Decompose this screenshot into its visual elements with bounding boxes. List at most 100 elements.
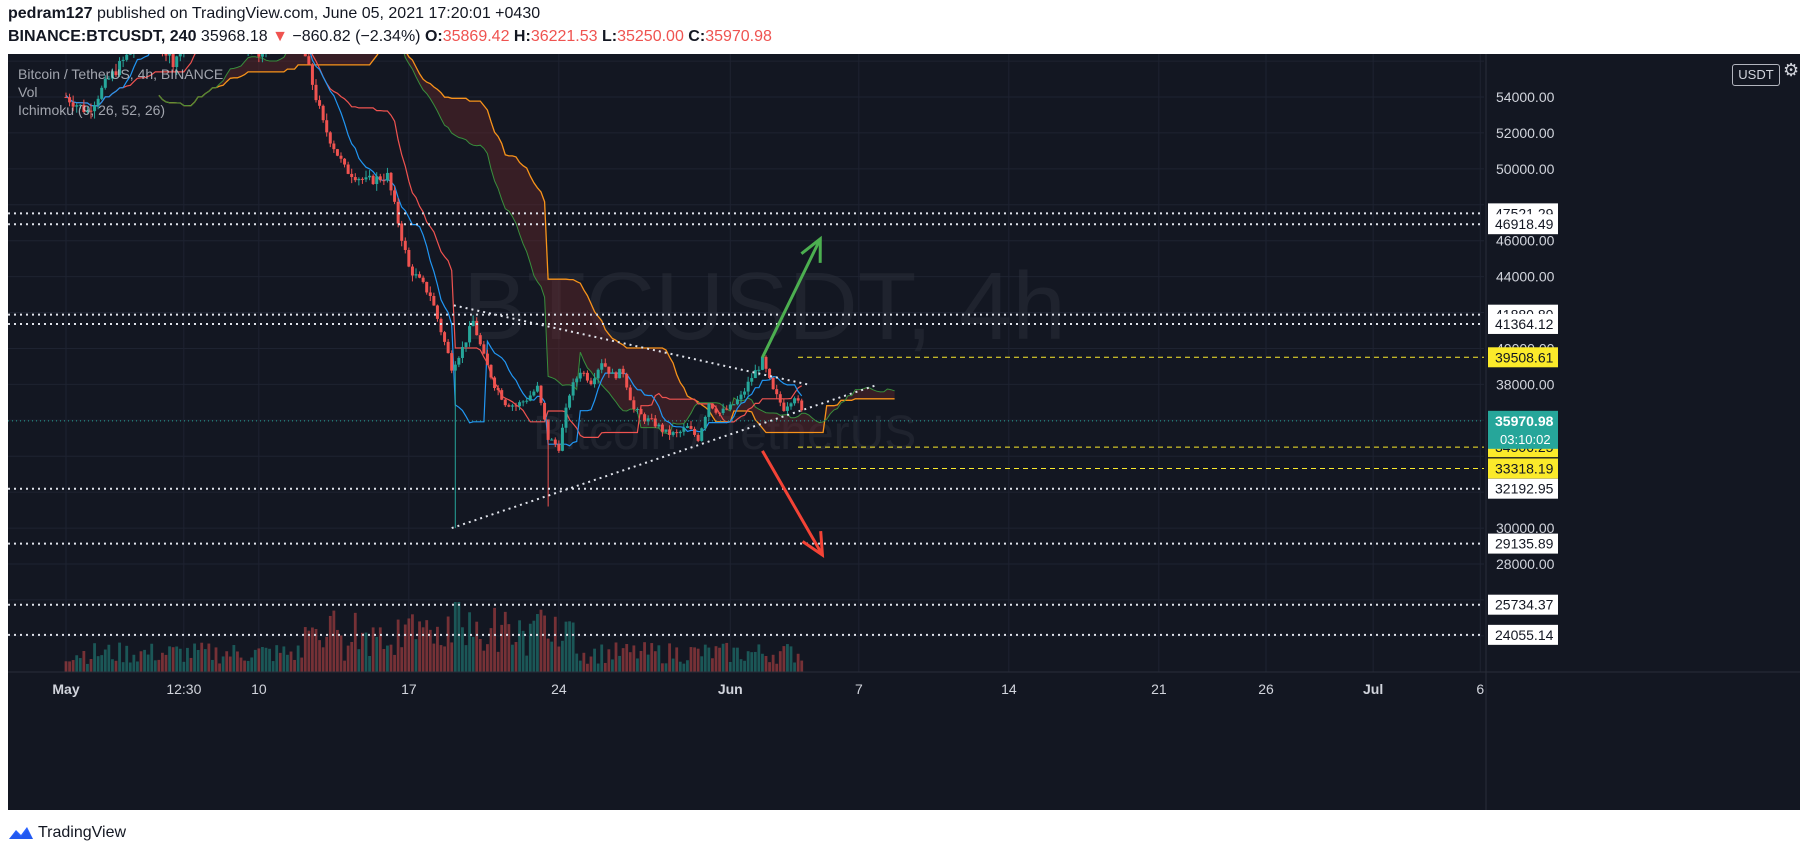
volume-bar [271, 661, 275, 672]
candle-body [314, 84, 318, 101]
volume-bar [564, 621, 568, 672]
arrow-up-line[interactable] [761, 238, 822, 359]
close-value: 35970.98 [705, 28, 772, 45]
x-tick-label: 21 [1151, 681, 1167, 697]
volume-bar [746, 651, 750, 672]
price-chart[interactable]: BTCUSDT, 4h Bitcoin / TetherUS 28000.00 300… [8, 54, 1800, 810]
volume-bar [218, 663, 221, 672]
candle-body [110, 71, 114, 79]
legend-ichimoku[interactable]: Ichimoku (9, 26, 52, 26) [18, 102, 166, 118]
candle-body [500, 390, 504, 400]
volume-bar [296, 645, 300, 672]
volume-bar [336, 629, 339, 672]
volume-bar [464, 645, 468, 672]
candle-body [635, 408, 639, 410]
candle-body [103, 78, 107, 88]
volume-bar [100, 655, 104, 672]
y-tick-label: 52000.00 [1496, 125, 1555, 141]
arrow-down-line[interactable] [761, 450, 824, 556]
candle-body [78, 104, 82, 106]
tradingview-logo-icon [9, 827, 33, 839]
candle-body [657, 424, 661, 427]
level-tag[interactable] [1488, 313, 1558, 334]
author-name[interactable]: pedram127 [8, 5, 93, 22]
candle-body [557, 444, 561, 451]
volume-bar [400, 647, 404, 672]
volume-bar [243, 660, 246, 672]
volume-bar [193, 643, 196, 672]
footer-brand[interactable]: TradingView [8, 822, 126, 844]
candle-body [528, 395, 532, 401]
x-tick-label: 24 [551, 681, 567, 697]
candle-body [628, 387, 632, 401]
arrow-up-head[interactable] [800, 235, 822, 263]
chart-panel[interactable]: BTCUSDT, 4h Bitcoin / TetherUS 28000.00 300… [8, 54, 1800, 810]
candle-body [339, 155, 343, 159]
volume-bar [639, 650, 643, 672]
volume-bar [478, 639, 482, 672]
candle-body [482, 344, 486, 354]
volume-bar [196, 649, 200, 672]
volume-bar [82, 650, 86, 672]
volume-bar [96, 656, 100, 672]
candle-body [414, 274, 418, 276]
volume-bar [121, 662, 125, 672]
trendline-lower-triangle[interactable] [451, 384, 877, 530]
level-tag[interactable] [1488, 458, 1558, 479]
volume-bar [114, 660, 118, 672]
candle-body [678, 431, 682, 434]
currency-button[interactable]: USDT [1732, 64, 1780, 86]
candle-body [571, 382, 575, 396]
volume-bar [425, 620, 429, 672]
level-tag[interactable] [1488, 347, 1558, 368]
volume-bar [411, 614, 414, 672]
level-tag[interactable] [1488, 624, 1558, 645]
candle-body [100, 87, 104, 99]
volume-bar [214, 647, 218, 672]
current-price-tag[interactable] [1488, 410, 1558, 449]
volume-bar [239, 657, 243, 672]
level-tag[interactable] [1488, 594, 1558, 615]
volume-bar [521, 630, 525, 672]
volume-bar [743, 660, 746, 672]
publish-date: published on TradingView.com, June 05, 2… [96, 5, 541, 22]
volume-bar [646, 654, 650, 672]
volume-bar [282, 646, 286, 672]
level-tag-label: 46918.49 [1495, 216, 1554, 232]
volume-bar [325, 636, 329, 672]
volume-bar [771, 654, 775, 672]
trendline-upper-triangle[interactable] [453, 304, 808, 386]
arrow-down-head[interactable] [801, 530, 825, 559]
volume-bar [778, 651, 782, 672]
x-axis[interactable]: May 12:30 10 17 24 Jun 7 14 21 26 Jul 6 [52, 681, 1484, 697]
level-tag[interactable] [1488, 214, 1558, 235]
candle-body [671, 432, 675, 435]
candle-body [471, 320, 475, 327]
gear-icon[interactable]: ⚙ [1783, 60, 1800, 80]
volume-bar [628, 652, 632, 672]
candle-body [785, 406, 789, 411]
volume-bar [432, 643, 436, 672]
volume-bar [268, 648, 271, 672]
candle-body [421, 277, 425, 282]
volume-bar [532, 620, 536, 672]
candle-body [371, 175, 375, 185]
candle-body [453, 364, 457, 371]
candle-body [768, 368, 772, 378]
volume-bar [368, 655, 371, 672]
candle-body [771, 377, 775, 390]
volume-bar [718, 647, 721, 672]
candle-body [468, 326, 472, 343]
y-axis[interactable]: 28000.0030000.0038000.0040000.0044000.00… [1488, 89, 1558, 645]
candle-body [118, 60, 122, 76]
candle-body [621, 368, 625, 375]
volume-bar [289, 651, 293, 672]
candle-body [328, 132, 332, 144]
volume-bar [621, 648, 625, 672]
level-tag[interactable] [1488, 478, 1558, 499]
candle-body [518, 402, 522, 407]
legend-vol[interactable]: Vol [18, 84, 38, 100]
volume-bar [393, 654, 396, 672]
volume-bar [171, 647, 175, 672]
level-tag[interactable] [1488, 533, 1558, 554]
